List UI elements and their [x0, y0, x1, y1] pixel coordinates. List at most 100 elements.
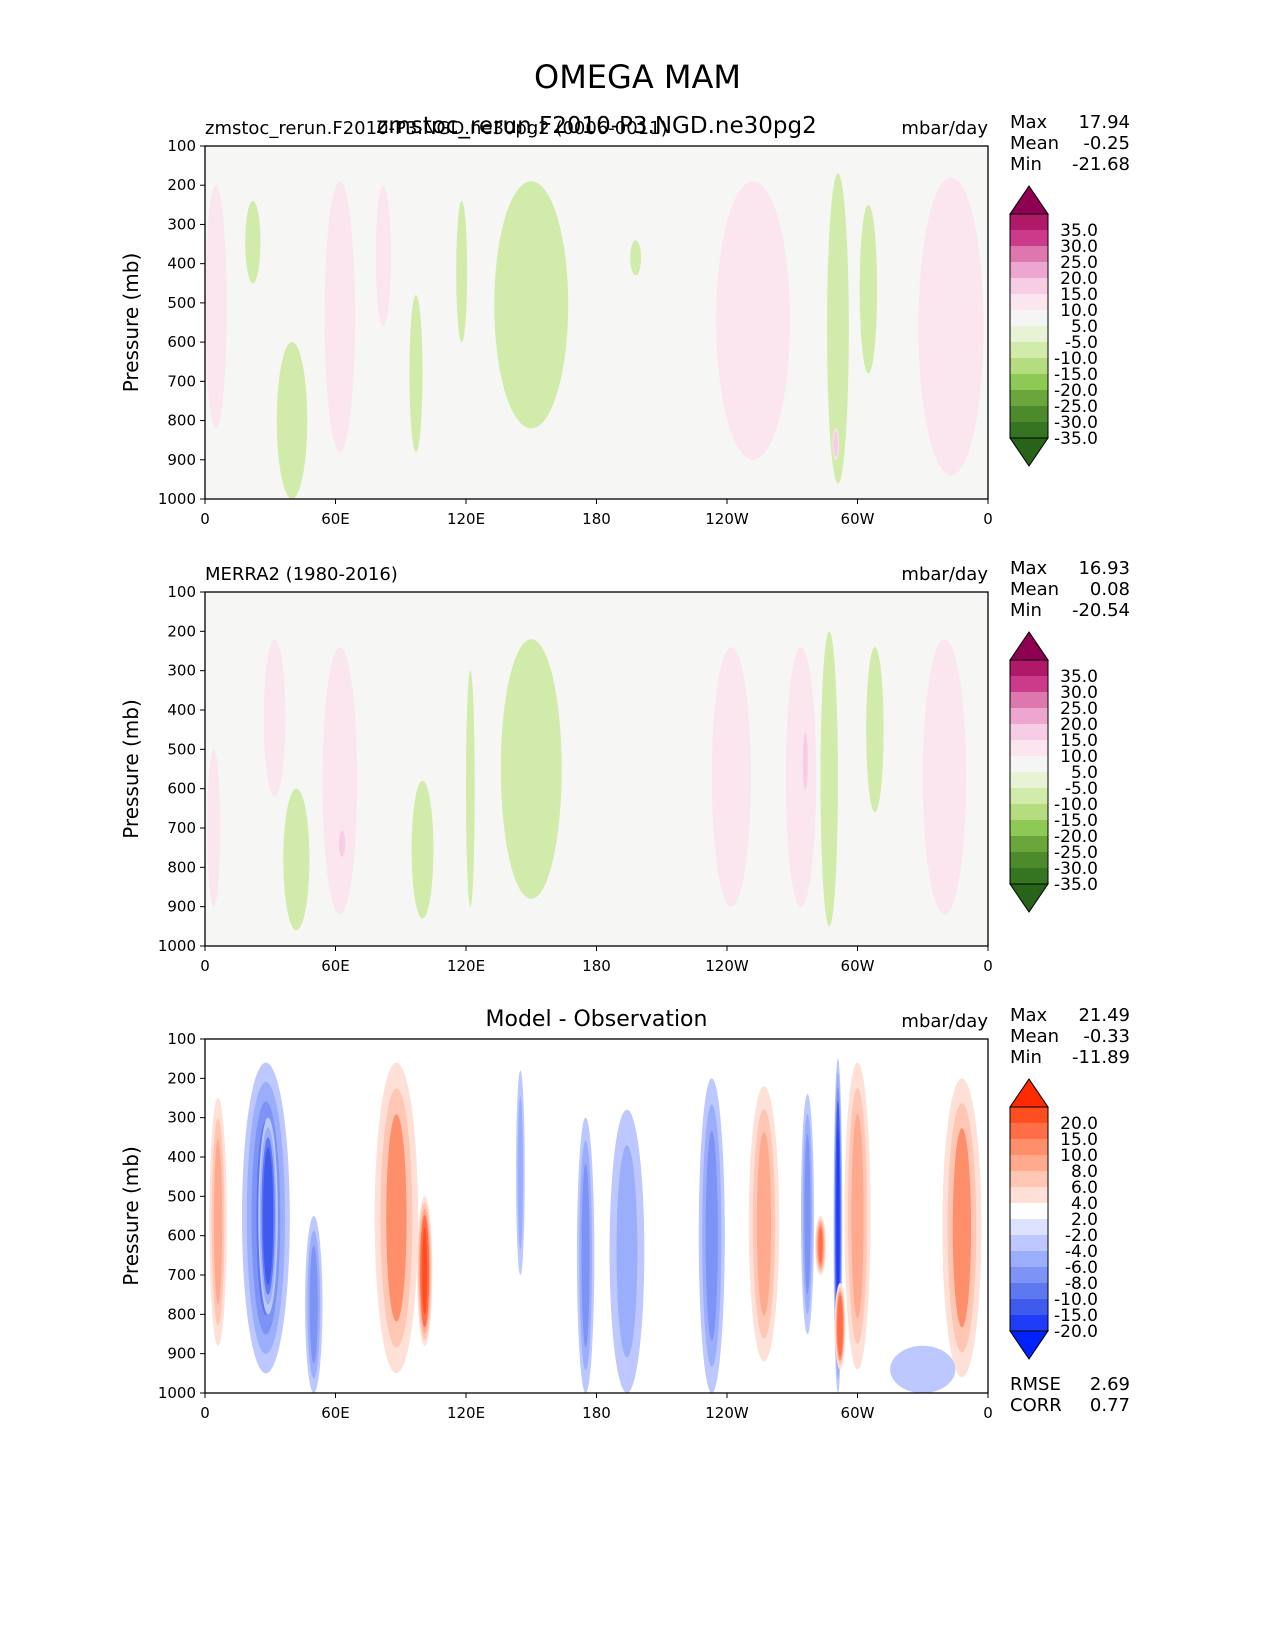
colorbar-tick-label: -30.0: [1054, 413, 1098, 433]
stat-min-label: Min: [1010, 1047, 1042, 1068]
contour-blob: [248, 211, 258, 273]
colorbar-tick-label: 15.0: [1060, 731, 1098, 751]
contour-blob: [213, 1139, 223, 1305]
panel-center-title: Model - Observation: [486, 1007, 708, 1032]
y-tick-label: 400: [167, 701, 196, 719]
contour-blob: [719, 679, 744, 875]
x-tick-label: 180: [582, 510, 611, 528]
colorbar-swatch: [1010, 852, 1048, 869]
colorbar-tick-label: 2.0: [1071, 1210, 1098, 1230]
contour-blob: [730, 216, 776, 425]
colorbar-swatch: [1010, 230, 1048, 247]
y-tick-label: 900: [167, 451, 196, 469]
contour-blob: [802, 732, 808, 790]
colorbar-swatch: [1010, 1187, 1048, 1204]
colorbar-swatch: [1010, 1267, 1048, 1284]
colorbar-tick-label: 25.0: [1060, 253, 1098, 273]
panel-units: mbar/day: [901, 564, 988, 585]
y-tick-label: 1000: [158, 490, 196, 508]
contour-blob: [415, 798, 430, 902]
stat-min-value: -21.68: [1072, 154, 1130, 175]
colorbar-tick-label: 25.0: [1060, 699, 1098, 719]
colorbar-swatch: [1010, 1107, 1048, 1124]
stat-mean-label: Mean: [1010, 1026, 1059, 1047]
colorbar-swatch: [1010, 1203, 1048, 1220]
stat-max-label: Max: [1010, 1005, 1048, 1026]
colorbar-tick-label: -15.0: [1054, 1306, 1098, 1326]
panel-center-title: zmstoc_rerun.F2010-P3.NGD.ne30pg2: [376, 113, 816, 139]
y-tick-label: 500: [167, 294, 196, 312]
colorbar-tick-label: 15.0: [1060, 1130, 1098, 1150]
colorbar-swatch: [1010, 1315, 1048, 1332]
y-tick-label: 700: [167, 372, 196, 390]
y-axis-label: Pressure (mb): [119, 253, 143, 393]
contour-blob: [386, 1114, 407, 1322]
stat-mean-value: -0.25: [1083, 133, 1130, 154]
x-tick-label: 180: [582, 957, 611, 975]
y-tick-label: 600: [167, 1227, 196, 1245]
colorbar-extend-top: [1009, 1078, 1049, 1108]
y-tick-label: 200: [167, 1069, 196, 1087]
colorbar-extend-bottom: [1009, 437, 1049, 467]
colorbar-tick-label: -10.0: [1054, 1290, 1098, 1310]
colorbar-tick-label: -35.0: [1054, 875, 1098, 895]
colorbar-swatch: [1010, 358, 1048, 375]
stat-mean-label: Mean: [1010, 579, 1059, 600]
colorbar-swatch: [1010, 246, 1048, 263]
contour-blob: [329, 680, 351, 882]
panel-units: mbar/day: [901, 1011, 988, 1032]
y-tick-label: 800: [167, 412, 196, 430]
contour-blob: [952, 1128, 972, 1328]
y-tick-label: 100: [167, 583, 196, 601]
y-tick-label: 200: [167, 176, 196, 194]
colorbar-swatch: [1010, 772, 1048, 789]
contour-field: [207, 631, 967, 931]
colorbar-extend-top: [1009, 631, 1049, 661]
y-tick-label: 800: [167, 1305, 196, 1323]
colorbar-extend-top: [1009, 185, 1049, 215]
colorbar-tick-label: -25.0: [1054, 397, 1098, 417]
contour-blob: [458, 218, 465, 325]
colorbar-swatch: [1010, 1283, 1048, 1300]
stat-max-label: Max: [1010, 558, 1048, 579]
colorbar-frame: [1009, 213, 1049, 439]
contour-blob: [836, 1128, 840, 1324]
y-tick-label: 600: [167, 780, 196, 798]
y-tick-label: 400: [167, 255, 196, 273]
colorbar-tick-label: 20.0: [1060, 1114, 1098, 1134]
contour-blob: [309, 1245, 318, 1364]
y-tick-label: 500: [167, 740, 196, 758]
x-tick-label: 60W: [841, 1404, 875, 1422]
colorbar-swatch: [1010, 214, 1048, 231]
contour-blob: [412, 314, 420, 433]
colorbar-tick-label: 5.0: [1071, 763, 1098, 783]
colorbar-tick-label: -5.0: [1065, 779, 1098, 799]
colorbar-tick-label: -4.0: [1065, 1242, 1098, 1262]
stat-min-value: -11.89: [1072, 1047, 1130, 1068]
y-tick-label: 100: [167, 137, 196, 155]
colorbar-tick-label: 6.0: [1071, 1178, 1098, 1198]
x-tick-label: 60E: [321, 1404, 350, 1422]
colorbar-swatch: [1010, 342, 1048, 359]
colorbar-swatch: [1010, 262, 1048, 279]
colorbar-frame: [1009, 659, 1049, 885]
x-tick-label: 0: [983, 957, 993, 975]
colorbar-tick-label: -15.0: [1054, 365, 1098, 385]
x-tick-label: 0: [200, 1404, 210, 1422]
contour-blob: [330, 215, 349, 419]
stat-max-value: 21.49: [1078, 1005, 1130, 1026]
colorbar-tick-label: -10.0: [1054, 795, 1098, 815]
contour-blob: [422, 1227, 428, 1315]
colorbar-swatch: [1010, 836, 1048, 853]
y-tick-label: 300: [167, 215, 196, 233]
contour-blob: [818, 1227, 823, 1264]
stat-min-label: Min: [1010, 600, 1042, 621]
contour-field: [209, 1058, 982, 1393]
colorbar-swatch: [1010, 868, 1048, 885]
colorbar-tick-label: 15.0: [1060, 285, 1098, 305]
panel-left-title: MERRA2 (1980-2016): [205, 564, 398, 585]
colorbar-tick-label: -35.0: [1054, 429, 1098, 449]
